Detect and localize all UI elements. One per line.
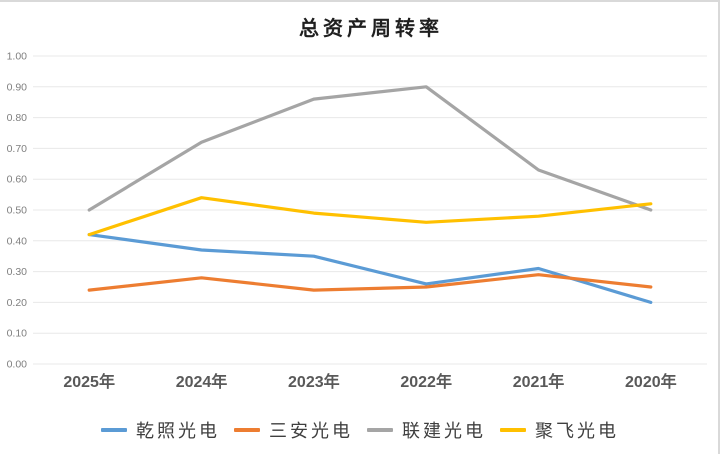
legend-label: 三安光电 bbox=[269, 421, 353, 441]
plot-svg: 0.00 0.10 0.20 0.30 0.40 0.50 0.60 0.70 0.80 0.90… bbox=[7, 51, 707, 391]
x-axis-tick-label: 2022年 bbox=[400, 372, 452, 391]
legend-label: 联建光电 bbox=[402, 421, 486, 441]
legend-marker-icon bbox=[367, 428, 393, 432]
series-line-1 bbox=[87, 233, 653, 304]
legend-item-1: 乾照光电 bbox=[101, 417, 220, 443]
series-line-2 bbox=[87, 273, 653, 292]
legend-marker-icon bbox=[234, 428, 260, 432]
y-axis-tick-label: 0.30 bbox=[7, 266, 28, 278]
legend: 乾照光电 三安光电 联建光电 聚飞光电 bbox=[0, 412, 718, 448]
legend-marker-icon bbox=[101, 428, 127, 432]
legend-item-4: 聚飞光电 bbox=[500, 417, 619, 443]
y-axis-tick-label: 0.90 bbox=[7, 81, 28, 93]
y-axis-tick-label: 0.40 bbox=[7, 235, 28, 247]
x-axis-tick-label: 2025年 bbox=[63, 372, 115, 391]
x-axis-tick-label: 2023年 bbox=[288, 372, 340, 391]
series-line-4 bbox=[87, 196, 653, 237]
y-axis-tick-label: 0.20 bbox=[7, 297, 28, 309]
legend-label: 聚飞光电 bbox=[535, 421, 619, 441]
y-axis-tick-label: 0.10 bbox=[7, 328, 28, 340]
legend-item-2: 三安光电 bbox=[234, 417, 353, 443]
x-axis-tick-label: 2021年 bbox=[513, 372, 565, 391]
legend-label: 乾照光电 bbox=[136, 421, 220, 441]
y-axis-tick-label: 0.00 bbox=[7, 359, 28, 371]
y-axis-tick-label: 0.70 bbox=[7, 143, 28, 155]
legend-marker-icon bbox=[500, 428, 526, 432]
y-axis-tick-label: 0.80 bbox=[7, 112, 28, 124]
x-axis-tick-label: 2020年 bbox=[625, 372, 677, 391]
y-axis-tick-label: 0.60 bbox=[7, 174, 28, 186]
series-line-3 bbox=[87, 85, 653, 212]
chart-title: 总资产周转率 bbox=[299, 18, 443, 40]
y-axis-tick-label: 1.00 bbox=[7, 51, 28, 63]
legend-item-3: 联建光电 bbox=[367, 417, 486, 443]
x-axis-tick-label: 2024年 bbox=[176, 372, 228, 391]
y-axis-tick-label: 0.50 bbox=[7, 205, 28, 217]
